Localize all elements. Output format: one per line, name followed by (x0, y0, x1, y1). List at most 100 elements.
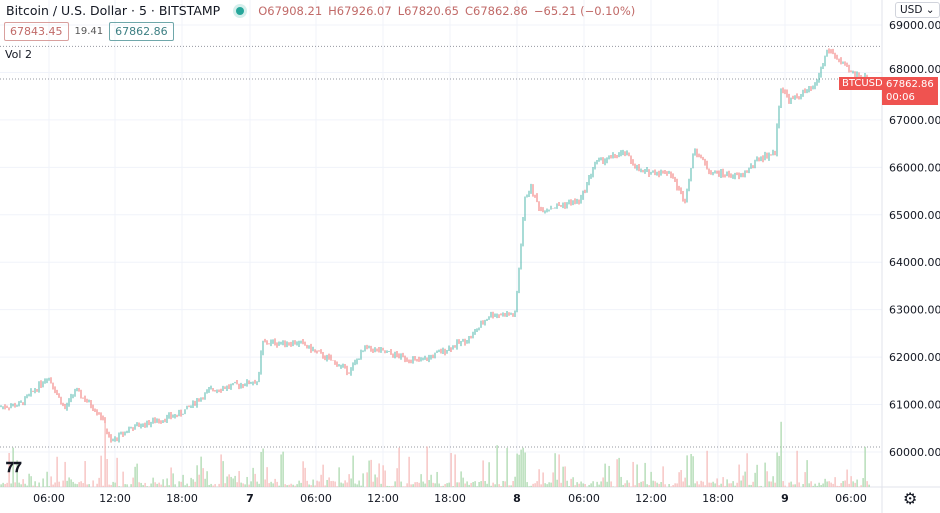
price-tick-label: 66000.00 (889, 161, 940, 174)
volume-bar (504, 481, 506, 487)
volume-bar (772, 476, 774, 487)
volume-bar (622, 484, 624, 487)
volume-bar (588, 484, 590, 487)
volume-bar (704, 485, 706, 487)
volume-bar (222, 461, 224, 487)
volume-bar (608, 465, 610, 487)
volume-bar (392, 485, 394, 487)
currency-select[interactable]: USD ⌄ (895, 2, 940, 18)
volume-bar (810, 481, 812, 487)
volume-bar (218, 483, 220, 487)
volume-bar (500, 486, 502, 487)
volume-bar (350, 478, 352, 487)
volume-bar (244, 484, 246, 487)
volume-bar (550, 482, 552, 487)
volume-bar (442, 485, 444, 487)
volume-bar (334, 481, 336, 487)
volume-bar (494, 484, 496, 487)
volume-bar (234, 475, 236, 487)
volume-bar (362, 473, 364, 487)
volume-bar (102, 485, 104, 487)
volume-bar (378, 463, 380, 487)
volume-bar (352, 455, 354, 487)
volume-bar (830, 482, 832, 487)
volume-bar (278, 485, 280, 487)
volume-bar (2, 482, 4, 487)
volume-bar (144, 482, 146, 487)
volume-bar (690, 453, 692, 487)
volume-bar (548, 482, 550, 487)
volume-bar (380, 483, 382, 487)
volume-bar (68, 477, 70, 487)
volume-legend[interactable]: Vol 2 (5, 48, 32, 61)
volume-bar (390, 486, 392, 487)
volume-bar (286, 485, 288, 487)
volume-bar (368, 460, 370, 487)
volume-bar (32, 485, 34, 487)
volume-bar (460, 471, 462, 487)
volume-bar (132, 477, 134, 487)
volume-bar (684, 477, 686, 487)
volume-bar (206, 471, 208, 487)
volume-bar (98, 477, 100, 487)
currency-label: USD (900, 4, 923, 16)
volume-bar (18, 482, 20, 487)
volume-bar (66, 480, 68, 487)
volume-bar (290, 483, 292, 487)
volume-bar (740, 480, 742, 487)
volume-bar (190, 477, 192, 487)
volume-bar (424, 483, 426, 487)
volume-bar (764, 462, 766, 487)
volume-bar (834, 477, 836, 487)
volume-bar (58, 481, 60, 487)
volume-bar (728, 483, 730, 487)
volume-bar (446, 483, 448, 487)
volume-bar (626, 480, 628, 487)
volume-bar (700, 480, 702, 487)
sell-button[interactable]: 67843.45 (4, 22, 69, 41)
volume-bar (134, 466, 136, 487)
volume-bar (346, 482, 348, 487)
volume-bar (160, 484, 162, 487)
last-price: 67862.86 (886, 79, 934, 90)
volume-bar (184, 485, 186, 487)
volume-bar (314, 485, 316, 487)
volume-bar (148, 486, 150, 487)
volume-bar (822, 483, 824, 487)
volume-bar (812, 485, 814, 487)
volume-bar (580, 481, 582, 487)
volume-bar (864, 446, 866, 487)
volume-bar (224, 483, 226, 487)
volume-bar (776, 452, 778, 487)
volume-bar (868, 484, 870, 487)
volume-bar (640, 481, 642, 487)
volume-bar (194, 481, 196, 487)
settings-gear-icon[interactable]: ⚙ (903, 489, 918, 508)
volume-bar (476, 486, 478, 487)
volume-bar (36, 486, 38, 487)
symbol-title[interactable]: Bitcoin / U.S. Dollar · 5 · BITSTAMP (6, 3, 221, 18)
price-tick-label: 62000.00 (889, 351, 940, 364)
price-tick-label: 68000.00 (889, 63, 940, 76)
last-price-tag: 67862.86 00:06 (882, 77, 938, 105)
volume-bar (694, 483, 696, 487)
volume-bar (372, 481, 374, 487)
volume-bar (620, 476, 622, 487)
volume-bar (710, 482, 712, 487)
volume-bar (534, 483, 536, 487)
buy-button[interactable]: 67862.86 (109, 22, 174, 41)
volume-bar (284, 484, 286, 487)
volume-bar (668, 484, 670, 487)
volume-bar (282, 451, 284, 487)
volume-bar (356, 484, 358, 487)
volume-bar (836, 485, 838, 487)
volume-bar (760, 485, 762, 487)
volume-bar (6, 482, 8, 487)
volume-bar (324, 485, 326, 487)
tradingview-logo[interactable]: 𝟕𝟕 (6, 460, 22, 476)
volume-bar (474, 481, 476, 487)
volume-bar (130, 484, 132, 487)
volume-bar (310, 485, 312, 487)
volume-bar (46, 471, 48, 487)
